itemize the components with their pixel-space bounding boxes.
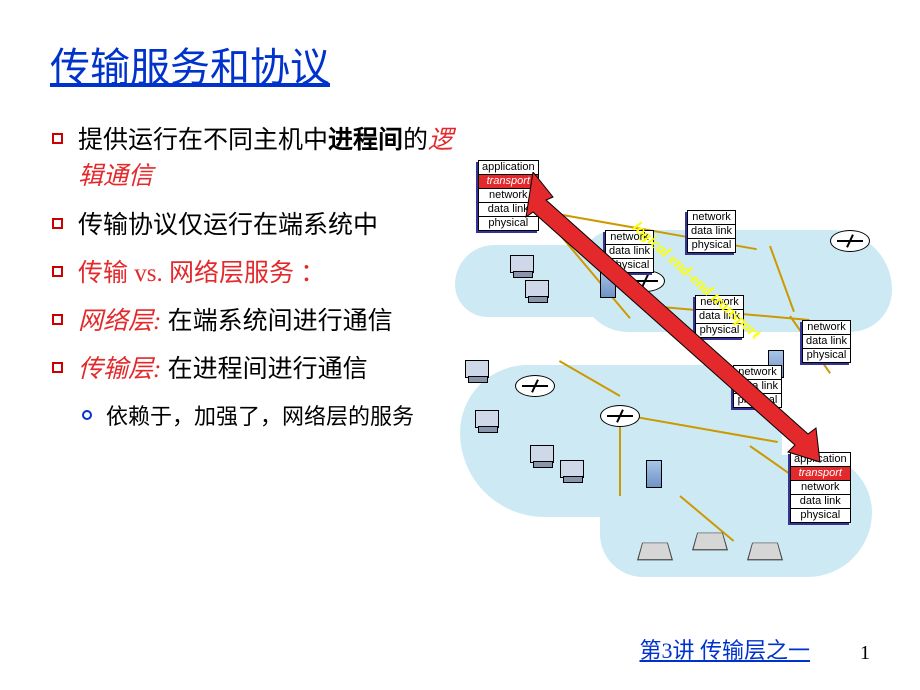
sub-bullet-depends: 依赖于，加强了，网络层的服务: [50, 401, 470, 433]
page-title: 传输服务和协议: [50, 35, 870, 93]
laptop-icon: [692, 533, 728, 551]
layer-physical: physical: [734, 394, 781, 407]
network-diagram: application transport network data link …: [470, 155, 890, 575]
layer-application: application: [791, 453, 850, 467]
layer-physical: physical: [606, 259, 653, 272]
footer-link[interactable]: 第3讲 传输层之一: [639, 633, 810, 665]
bullet-network-layer: 网络层: 在端系统间进行通信: [50, 304, 470, 340]
layer-transport: transport: [791, 467, 850, 481]
pc-icon: [510, 255, 536, 277]
text: 提供运行在不同主机中: [78, 127, 328, 154]
layer-stack-full: application transport network data link …: [478, 160, 539, 231]
server-icon: [600, 270, 616, 298]
page-number: 1: [860, 642, 870, 665]
layer-datalink: data link: [803, 335, 850, 349]
pc-icon: [465, 360, 491, 382]
laptop-icon: [747, 543, 783, 561]
layer-network: network: [606, 231, 653, 245]
layer-physical: physical: [791, 509, 850, 522]
text-red-italic: 网络层:: [78, 308, 161, 335]
layer-stack-3: network data link physical: [695, 295, 744, 338]
layer-network: network: [696, 296, 743, 310]
text: 的: [403, 127, 428, 154]
layer-datalink: data link: [696, 310, 743, 324]
bullet-transport-layer: 传输层: 在进程间进行通信: [50, 352, 470, 388]
layer-stack-3: network data link physical: [733, 365, 782, 408]
pc-icon: [475, 410, 501, 432]
layer-stack-3: network data link physical: [605, 230, 654, 273]
layer-stack-3: network data link physical: [802, 320, 851, 363]
layer-network: network: [479, 189, 538, 203]
layer-physical: physical: [479, 217, 538, 230]
text-bold: 进程间: [328, 127, 403, 154]
layer-datalink: data link: [688, 225, 735, 239]
content-column: 提供运行在不同主机中进程间的逻辑通信 传输协议仅运行在端系统中 传输 vs. 网…: [50, 123, 470, 432]
layer-physical: physical: [803, 349, 850, 362]
text: 在进程间进行通信: [161, 356, 367, 383]
layer-network: network: [734, 366, 781, 380]
text-red: 传输: [78, 260, 134, 287]
router-icon: [515, 375, 555, 397]
router-icon: [600, 405, 640, 427]
laptop-icon: [637, 543, 673, 561]
router-icon: [830, 230, 870, 252]
text: 依赖于，加强了，网络层的服务: [106, 404, 414, 429]
layer-stack-3: network data link physical: [687, 210, 736, 253]
layer-network: network: [688, 211, 735, 225]
layer-transport: transport: [479, 175, 538, 189]
server-icon: [646, 460, 662, 488]
layer-datalink: data link: [606, 245, 653, 259]
layer-network: network: [803, 321, 850, 335]
pc-icon: [560, 460, 586, 482]
layer-datalink: data link: [479, 203, 538, 217]
layer-datalink: data link: [734, 380, 781, 394]
slide-container: 传输服务和协议 提供运行在不同主机中进程间的逻辑通信 传输协议仅运行在端系统中 …: [0, 0, 920, 690]
text-red: vs.: [134, 260, 162, 287]
layer-physical: physical: [696, 324, 743, 337]
layer-network: network: [791, 481, 850, 495]
text-red: 网络层服务 ：: [163, 260, 326, 287]
layer-stack-full: application transport network data link …: [790, 452, 851, 523]
text: 传输协议仅运行在端系统中: [78, 212, 378, 239]
router-icon: [625, 270, 665, 292]
bullet-end-systems: 传输协议仅运行在端系统中: [50, 208, 470, 244]
pc-icon: [530, 445, 556, 467]
network-link: [619, 416, 621, 496]
layer-application: application: [479, 161, 538, 175]
layer-physical: physical: [688, 239, 735, 252]
text: 在端系统间进行通信: [161, 308, 392, 335]
bullet-logical-comm: 提供运行在不同主机中进程间的逻辑通信: [50, 123, 470, 196]
bullet-vs-heading: 传输 vs. 网络层服务 ：: [50, 256, 470, 292]
pc-icon: [525, 280, 551, 302]
layer-datalink: data link: [791, 495, 850, 509]
text-red-italic: 传输层:: [78, 356, 161, 383]
